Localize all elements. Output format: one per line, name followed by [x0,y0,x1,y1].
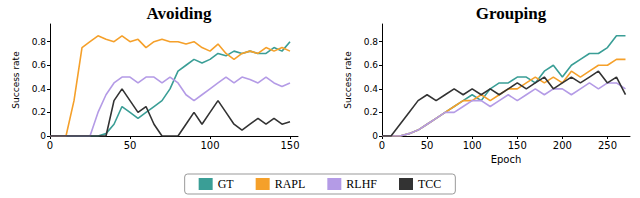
svg-text:Epoch: Epoch [491,154,522,165]
svg-text:0.2: 0.2 [32,107,46,117]
svg-text:0.4: 0.4 [364,84,379,94]
svg-text:0.8: 0.8 [364,37,379,47]
svg-text:TCC: TCC [418,177,441,191]
svg-text:0.2: 0.2 [364,107,378,117]
svg-text:50: 50 [124,140,137,151]
svg-text:GT: GT [218,177,235,191]
svg-text:0: 0 [372,131,378,141]
svg-text:0.8: 0.8 [32,37,47,47]
svg-text:0.6: 0.6 [364,60,379,70]
svg-text:Success rate: Success rate [343,51,353,109]
svg-text:0: 0 [47,140,53,151]
svg-text:RAPL: RAPL [275,177,306,191]
svg-text:150: 150 [508,140,527,151]
svg-text:Grouping: Grouping [476,4,547,23]
svg-text:100: 100 [200,140,219,151]
svg-text:RLHF: RLHF [346,177,377,191]
svg-text:0.6: 0.6 [32,60,47,70]
svg-text:0: 0 [40,131,46,141]
svg-text:250: 250 [598,140,617,151]
svg-text:100: 100 [463,140,482,151]
svg-text:0.4: 0.4 [32,84,47,94]
svg-text:Success rate: Success rate [11,51,21,109]
svg-text:Avoiding: Avoiding [147,4,212,23]
svg-text:200: 200 [553,140,572,151]
svg-text:0: 0 [379,140,385,151]
svg-text:150: 150 [280,140,299,151]
svg-text:50: 50 [421,140,434,151]
